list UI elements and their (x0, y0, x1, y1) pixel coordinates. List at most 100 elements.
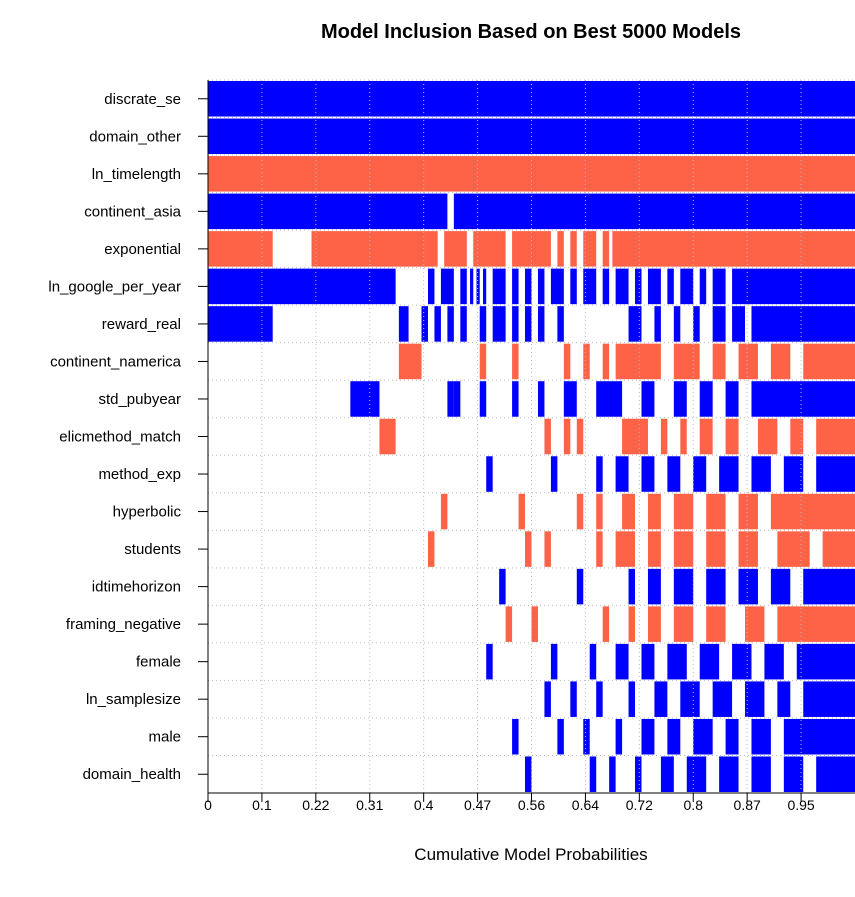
inclusion-cell-students-7 (706, 531, 726, 567)
inclusion-cell-framing_negative-1 (531, 606, 538, 642)
inclusion-cell-idtimehorizon-4 (673, 568, 694, 605)
inclusion-cell-ln_google_per_year-16 (635, 268, 642, 305)
inclusion-cell-std_pubyear-4 (512, 381, 519, 417)
inclusion-cell-reward_real-12 (628, 306, 642, 342)
variable-label-ln_timelength: ln_timelength (92, 166, 181, 183)
inclusion-cell-elicmethod_match-11 (816, 418, 855, 455)
inclusion-cell-exponential-8 (602, 231, 610, 267)
inclusion-cell-std_pubyear-9 (673, 381, 687, 417)
inclusion-cell-ln_samplesize-4 (654, 681, 668, 717)
inclusion-cell-elicmethod_match-10 (790, 418, 804, 455)
inclusion-cell-domain_health-4 (660, 756, 674, 792)
inclusion-cell-reward_real-18 (751, 306, 855, 342)
inclusion-cell-elicmethod_match-6 (680, 418, 687, 455)
x-tick-label: 0.87 (734, 797, 761, 813)
inclusion-cell-exponential-0 (208, 231, 273, 267)
inclusion-cell-framing_negative-5 (673, 606, 694, 642)
variable-label-domain_health: domain_health (83, 766, 181, 783)
inclusion-cell-reward_real-0 (208, 306, 273, 342)
inclusion-cell-hyperbolic-3 (596, 493, 603, 530)
inclusion-cell-idtimehorizon-6 (738, 568, 758, 605)
inclusion-cell-reward_real-17 (732, 306, 746, 342)
inclusion-cell-method_exp-10 (816, 456, 855, 492)
inclusion-cell-domain_health-9 (816, 756, 855, 792)
inclusion-cell-ln_google_per_year-18 (667, 268, 674, 305)
inclusion-cell-ln_google_per_year-8 (512, 268, 519, 305)
inclusion-cell-male-4 (641, 718, 655, 755)
inclusion-cell-male-7 (725, 718, 739, 755)
inclusion-cell-female-6 (699, 643, 720, 680)
inclusion-cell-domain_health-7 (751, 756, 771, 792)
variable-label-female: female (136, 654, 181, 671)
inclusion-cell-students-0 (427, 531, 435, 567)
inclusion-cell-students-3 (596, 531, 603, 567)
inclusion-cell-students-9 (777, 531, 810, 567)
inclusion-cell-std_pubyear-11 (725, 381, 739, 417)
inclusion-cell-idtimehorizon-7 (770, 568, 791, 605)
inclusion-cell-continent_namerica-3 (563, 343, 571, 380)
inclusion-cell-framing_negative-6 (706, 606, 726, 642)
inclusion-cell-ln_google_per_year-17 (647, 268, 661, 305)
inclusion-cell-domain_health-1 (589, 756, 597, 792)
inclusion-cell-ln_google_per_year-15 (615, 268, 629, 305)
variable-label-method_exp: method_exp (98, 466, 181, 483)
inclusion-cell-framing_negative-2 (602, 606, 610, 642)
inclusion-cell-elicmethod_match-1 (544, 418, 551, 455)
inclusion-cell-students-10 (822, 531, 855, 567)
inclusion-cell-std_pubyear-1 (447, 381, 454, 417)
inclusion-cell-continent_namerica-8 (712, 343, 726, 380)
inclusion-cell-ln_google_per_year-19 (680, 268, 694, 305)
variable-label-elicmethod_match: elicmethod_match (59, 429, 181, 446)
inclusion-cell-elicmethod_match-4 (622, 418, 648, 455)
inclusion-cell-reward_real-6 (479, 306, 487, 342)
inclusion-cell-continent_asia-0 (208, 193, 448, 230)
inclusion-cell-framing_negative-0 (505, 606, 513, 642)
inclusion-cell-ln_google_per_year-0 (208, 268, 396, 305)
inclusion-cell-elicmethod_match-5 (660, 418, 668, 455)
x-tick-label: 0.8 (684, 797, 704, 813)
inclusion-cell-male-9 (783, 718, 855, 755)
x-axis: 0 0.1 0.22 0.31 0.4 0.47 0.56 0.64 0.72 0.8 0.87 0.… (204, 80, 855, 813)
inclusion-cell-idtimehorizon-0 (499, 568, 506, 605)
inclusion-cell-ln_google_per_year-4 (470, 268, 474, 305)
inclusion-cell-reward_real-5 (460, 306, 467, 342)
inclusion-cell-reward_real-4 (447, 306, 454, 342)
inclusion-cell-domain_health-2 (609, 756, 616, 792)
x-tick-label: 0.64 (572, 797, 599, 813)
inclusion-cell-idtimehorizon-2 (628, 568, 636, 605)
inclusion-cell-std_pubyear-2 (453, 381, 461, 417)
inclusion-cell-ln_google_per_year-21 (712, 268, 726, 305)
inclusion-cell-ln_google_per_year-1 (427, 268, 435, 305)
inclusion-cell-elicmethod_match-9 (757, 418, 778, 455)
inclusion-cell-continent_namerica-11 (803, 343, 855, 380)
inclusion-cell-hyperbolic-5 (647, 493, 661, 530)
inclusion-cell-method_exp-4 (641, 456, 655, 492)
x-tick-label: 0.22 (302, 797, 329, 813)
inclusion-cell-ln_google_per_year-20 (699, 268, 707, 305)
inclusion-cell-elicmethod_match-0 (379, 418, 396, 455)
inclusion-cell-ln_google_per_year-3 (460, 268, 467, 305)
x-tick-label: 0.56 (518, 797, 545, 813)
inclusion-cell-continent_namerica-5 (602, 343, 610, 380)
variable-label-discrate_se: discrate_se (104, 91, 181, 108)
inclusion-cell-students-2 (544, 531, 551, 567)
inclusion-cell-idtimehorizon-8 (803, 568, 855, 605)
inclusion-cell-reward_real-1 (398, 306, 409, 342)
inclusion-cell-ln_google_per_year-11 (550, 268, 564, 305)
inclusion-cell-domain_health-6 (719, 756, 739, 792)
inclusion-cell-framing_negative-7 (745, 606, 765, 642)
inclusion-cell-male-6 (693, 718, 713, 755)
inclusion-cell-students-1 (525, 531, 532, 567)
inclusion-cell-ln_google_per_year-13 (583, 268, 597, 305)
inclusion-cell-female-0 (486, 643, 493, 680)
variable-label-male: male (148, 729, 181, 746)
inclusion-cell-ln_google_per_year-6 (482, 268, 487, 305)
inclusion-cell-hyperbolic-1 (518, 493, 526, 530)
inclusion-cell-ln_samplesize-1 (570, 681, 577, 717)
inclusion-cell-ln_samplesize-8 (777, 681, 791, 717)
variable-label-framing_negative: framing_negative (66, 616, 181, 633)
inclusion-cell-reward_real-7 (492, 306, 506, 342)
inclusion-cell-std_pubyear-5 (537, 381, 545, 417)
inclusion-cell-method_exp-3 (615, 456, 629, 492)
inclusion-cell-continent_namerica-2 (512, 343, 519, 380)
